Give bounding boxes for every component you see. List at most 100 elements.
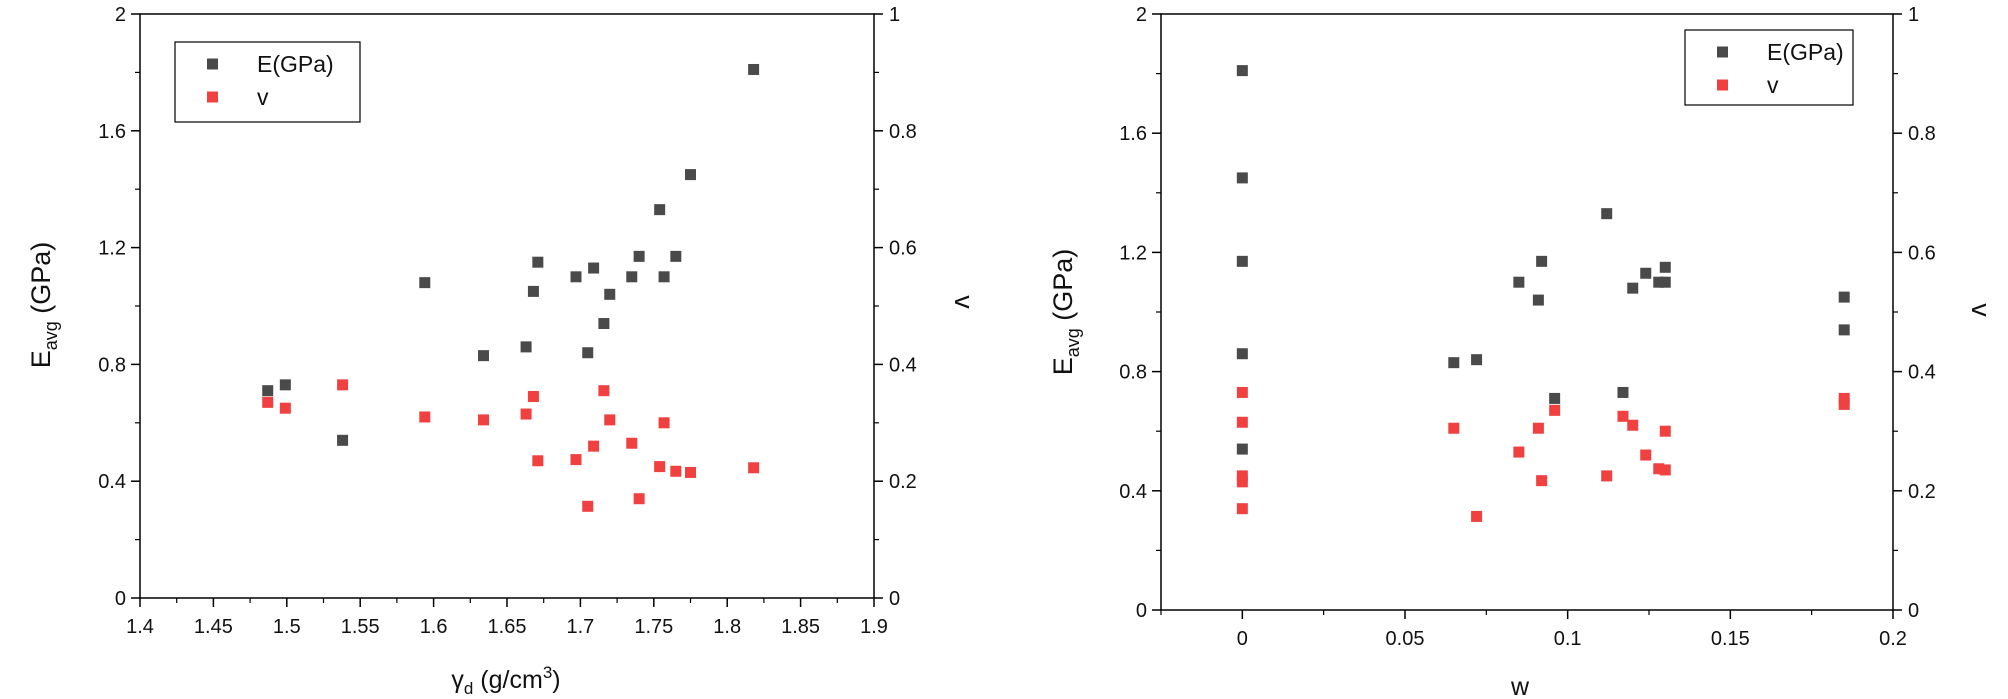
y2-tick-label: 0.6 (1908, 242, 1936, 264)
e-data-point (1236, 348, 1248, 360)
e-data-point (1532, 294, 1544, 306)
e-data-point (588, 262, 600, 274)
y2-tick-label: 0.2 (1908, 481, 1936, 503)
left-plot-marks: 1.4 1.45 1.5 1.55 1.6 1.65 1.7 1.75 1.8 1.85 1.900… (98, 4, 917, 638)
right-legend: E(GPa) v (1684, 29, 1854, 106)
v-data-point (1601, 470, 1613, 482)
v-data-point (1236, 416, 1248, 428)
x-axis-title-superscript: 3 (543, 663, 552, 682)
x-tick-label: 0 (1237, 628, 1248, 650)
y2-tick-label: 0.4 (889, 354, 917, 376)
v-data-point (262, 396, 274, 408)
v-data-point (337, 379, 349, 391)
y2-axis-title: v (1966, 303, 1996, 317)
y-axis-title: Eavg (GPa) (26, 242, 61, 369)
y-tick-label: 2 (115, 4, 126, 26)
e-data-point (1236, 65, 1248, 77)
e-data-point (598, 318, 610, 330)
v-data-point (1236, 476, 1248, 488)
legend-label-e: E(GPa) (257, 51, 334, 77)
v-data-point (685, 466, 696, 478)
v-data-point (588, 440, 600, 452)
v-data-point (1838, 392, 1850, 404)
y-tick-label: 1.2 (1119, 242, 1147, 264)
v-data-point (527, 391, 539, 403)
e-data-point (532, 256, 544, 268)
x-axis-title-unit: (g/cm (473, 666, 542, 694)
legend-label-e: E(GPa) (1767, 39, 1844, 65)
v-data-point (1627, 419, 1639, 431)
x-axis-title-subscript: d (464, 679, 473, 698)
e-data-point (604, 288, 616, 300)
legend-marker-v (207, 91, 218, 103)
y2-axis-title: v (949, 295, 979, 309)
e-data-point (1236, 255, 1248, 267)
x-tick-label: 1.9 (860, 616, 888, 638)
e-data-point (527, 285, 539, 297)
e-data-point (1448, 357, 1460, 369)
x-tick-label: 1.7 (566, 616, 594, 638)
v-data-point (1838, 398, 1850, 410)
y-tick-label: 0 (115, 588, 126, 610)
v-data-point (1513, 446, 1525, 458)
x-tick-label: 1.6 (420, 616, 448, 638)
v-data-point (1549, 404, 1561, 416)
x-tick-label: 0.2 (1879, 628, 1907, 650)
x-tick-label: 0.15 (1711, 628, 1750, 650)
y2-tick-label: 0 (889, 588, 900, 610)
legend-marker-v (1717, 79, 1728, 91)
e-data-point (1640, 267, 1652, 279)
legend-frame (174, 41, 361, 123)
e-data-point (633, 250, 645, 262)
y2-tick-label: 1 (1908, 4, 1919, 26)
e-data-point (1471, 354, 1483, 366)
e-data-point (419, 277, 431, 289)
v-data-point (604, 414, 616, 426)
e-data-point (626, 271, 638, 283)
y-tick-label: 0.4 (1119, 481, 1147, 503)
v-data-point (1659, 425, 1671, 437)
v-data-point (1471, 510, 1483, 522)
x-tick-label: 1.45 (194, 616, 233, 638)
v-data-point (520, 408, 532, 420)
y-tick-label: 0.8 (1119, 362, 1147, 384)
y-tick-label: 1.2 (98, 238, 126, 260)
v-data-point (478, 414, 490, 426)
y-axis-title-subscript: avg (1063, 328, 1083, 357)
legend-marker-e (207, 58, 218, 70)
y2-tick-label: 0.8 (889, 121, 917, 143)
legend-label-v: v (257, 84, 269, 110)
e-data-point (520, 341, 532, 353)
y-tick-label: 1.6 (1119, 123, 1147, 145)
x-tick-label: 1.4 (126, 616, 154, 638)
y2-tick-label: 1 (889, 4, 900, 26)
v-data-point (1532, 422, 1544, 434)
e-data-point (654, 204, 666, 216)
y-axis-title-unit: (GPa) (1048, 249, 1078, 329)
e-data-point (337, 434, 349, 446)
v-data-point (748, 462, 760, 474)
y-tick-label: 0.8 (98, 354, 126, 376)
x-tick-label: 1.8 (713, 616, 741, 638)
chart-right: 0 0.05 0.1 0.15 0.200.40.81.21.6200.20.40.60… (1048, 4, 1996, 699)
e-data-point (478, 350, 490, 362)
v-data-point (1236, 386, 1248, 398)
x-tick-label: 1.55 (341, 616, 380, 638)
x-tick-label: 1.85 (781, 616, 820, 638)
y-tick-label: 0 (1136, 600, 1147, 622)
e-data-point (262, 385, 274, 397)
e-data-point (748, 63, 760, 75)
v-data-point (1617, 410, 1629, 422)
v-data-point (1659, 464, 1671, 476)
v-data-point (532, 455, 544, 467)
legend-frame (1684, 29, 1854, 106)
x-axis-title-close: ) (552, 666, 560, 694)
e-data-point (1617, 386, 1629, 398)
x-tick-label: 1.5 (273, 616, 301, 638)
y-axis-title-subscript: avg (41, 321, 61, 350)
v-data-point (582, 500, 594, 512)
y2-tick-label: 0 (1908, 600, 1919, 622)
v-data-point (1653, 463, 1665, 475)
e-data-point (1627, 282, 1639, 294)
